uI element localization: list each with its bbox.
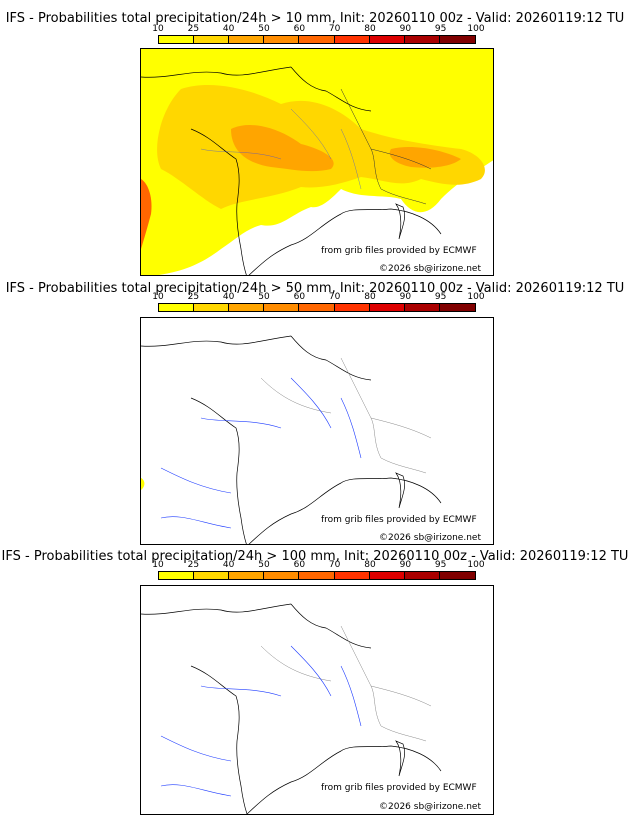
colorbar-tick-label: 50 [258,292,270,302]
borders [260,625,432,742]
colorbar-segment [299,572,335,579]
colorbar-tick-label: 60 [293,292,306,302]
colorbar-tick-label: 25 [187,292,200,302]
credit-copyright: ©2026 sb@irizone.net [379,264,481,274]
colorbar-tick-label: 10 [152,292,164,302]
colorbar-segment [229,572,265,579]
colorbar-tick-label: 95 [434,560,447,570]
colorbar-tick-label: 40 [222,24,235,34]
colorbar-tick-label: 95 [434,24,447,34]
prob-area-40b [389,147,461,168]
colorbar-tick-label: 70 [328,560,341,570]
colorbar-tick-label: 50 [258,560,270,570]
rivers [160,377,362,529]
colorbar-segment [159,572,195,579]
colorbar-segment [369,572,405,579]
map-drawing [141,603,442,814]
panel-10mm: IFS - Probabilities total precipitation/… [0,0,630,276]
colorbar-tick-label: 100 [467,24,485,34]
colorbar-segment [159,36,195,43]
colorbar-tick-label: 70 [328,292,341,302]
colorbar-tick-label: 100 [467,292,485,302]
panel-100mm: IFS - Probabilities total precipitation/… [0,544,630,828]
colorbar-segment [334,572,370,579]
colorbar-segment [194,572,230,579]
colorbar-tick-label: 90 [399,560,412,570]
colorbar-segment [264,572,300,579]
panel-title: IFS - Probabilities total precipitation/… [5,281,625,296]
prob-area-40 [231,124,334,172]
panel-title: IFS - Probabilities total precipitation/… [5,11,625,26]
colorbar-segment [194,36,230,43]
prob-area-10 [141,478,145,490]
panel-50mm: IFS - Probabilities total precipitation/… [0,276,630,545]
colorbar-tick-label: 40 [222,560,235,570]
colorbar-tick-label: 80 [364,292,376,302]
coastline [141,335,442,544]
colorbar-tick-label: 10 [152,560,164,570]
colorbar-bar [158,571,476,580]
credit-source: from grib files provided by ECMWF [321,246,477,256]
colorbar-segment [159,304,195,311]
colorbar-tick-label: 10 [152,24,164,34]
borders [260,357,432,474]
rivers [160,645,362,797]
colorbar-segment [264,304,300,311]
colorbar-segment [229,304,265,311]
colorbar: 10 25 40 50 60 70 80 90 95 100 [152,560,485,580]
colorbar-tick-label: 40 [222,292,235,302]
map-10mm: from grib files provided by ECMWF ©2026 … [140,48,494,276]
colorbar-segment [404,36,440,43]
colorbar-tick-label: 25 [187,24,200,34]
colorbar-tick-label: 60 [293,560,306,570]
borders [340,88,432,205]
credit-copyright: ©2026 sb@irizone.net [379,533,481,543]
colorbar-tick-label: 80 [364,24,376,34]
colorbar-segment [439,304,475,311]
colorbar-segment [299,36,335,43]
colorbar-tick-label: 70 [328,24,341,34]
colorbar-tick-label: 80 [364,560,376,570]
colorbar-segment [334,36,370,43]
colorbar-segment [264,36,300,43]
map-drawing [141,49,493,275]
colorbar-tick-label: 90 [399,24,412,34]
colorbar-segment [439,36,475,43]
colorbar-segment [194,304,230,311]
colorbar-bar [158,303,476,312]
colorbar-segment [229,36,265,43]
colorbar-segment [439,572,475,579]
prob-area-60 [141,179,152,249]
colorbar-ticks: 10 25 40 50 60 70 80 90 95 100 [152,560,484,570]
colorbar-segment [369,304,405,311]
map-100mm: from grib files provided by ECMWF ©2026 … [140,585,494,815]
credit-source: from grib files provided by ECMWF [321,515,477,525]
colorbar-tick-label: 100 [467,560,485,570]
colorbar-segment [404,304,440,311]
colorbar: 10 25 40 50 60 70 80 90 95 100 [152,24,485,44]
map-50mm: from grib files provided by ECMWF ©2026 … [140,317,494,545]
colorbar-bar [158,35,476,44]
coastline [141,603,442,814]
colorbar-segment [404,572,440,579]
map-drawing [141,335,442,544]
colorbar-tick-label: 90 [399,292,412,302]
colorbar-ticks: 10 25 40 50 60 70 80 90 95 100 [152,292,484,302]
colorbar-segment [299,304,335,311]
coastline [141,66,442,275]
panel-title: IFS - Probabilities total precipitation/… [1,549,629,564]
rivers [200,108,362,190]
colorbar-segment [369,36,405,43]
credit-copyright: ©2026 sb@irizone.net [379,802,481,812]
colorbar-tick-label: 25 [187,560,200,570]
colorbar-tick-label: 95 [434,292,447,302]
colorbar-tick-label: 60 [293,24,306,34]
colorbar-ticks: 10 25 40 50 60 70 80 90 95 100 [152,24,484,34]
colorbar-tick-label: 50 [258,24,270,34]
credit-source: from grib files provided by ECMWF [321,783,477,793]
colorbar: 10 25 40 50 60 70 80 90 95 100 [152,292,485,312]
colorbar-segment [334,304,370,311]
